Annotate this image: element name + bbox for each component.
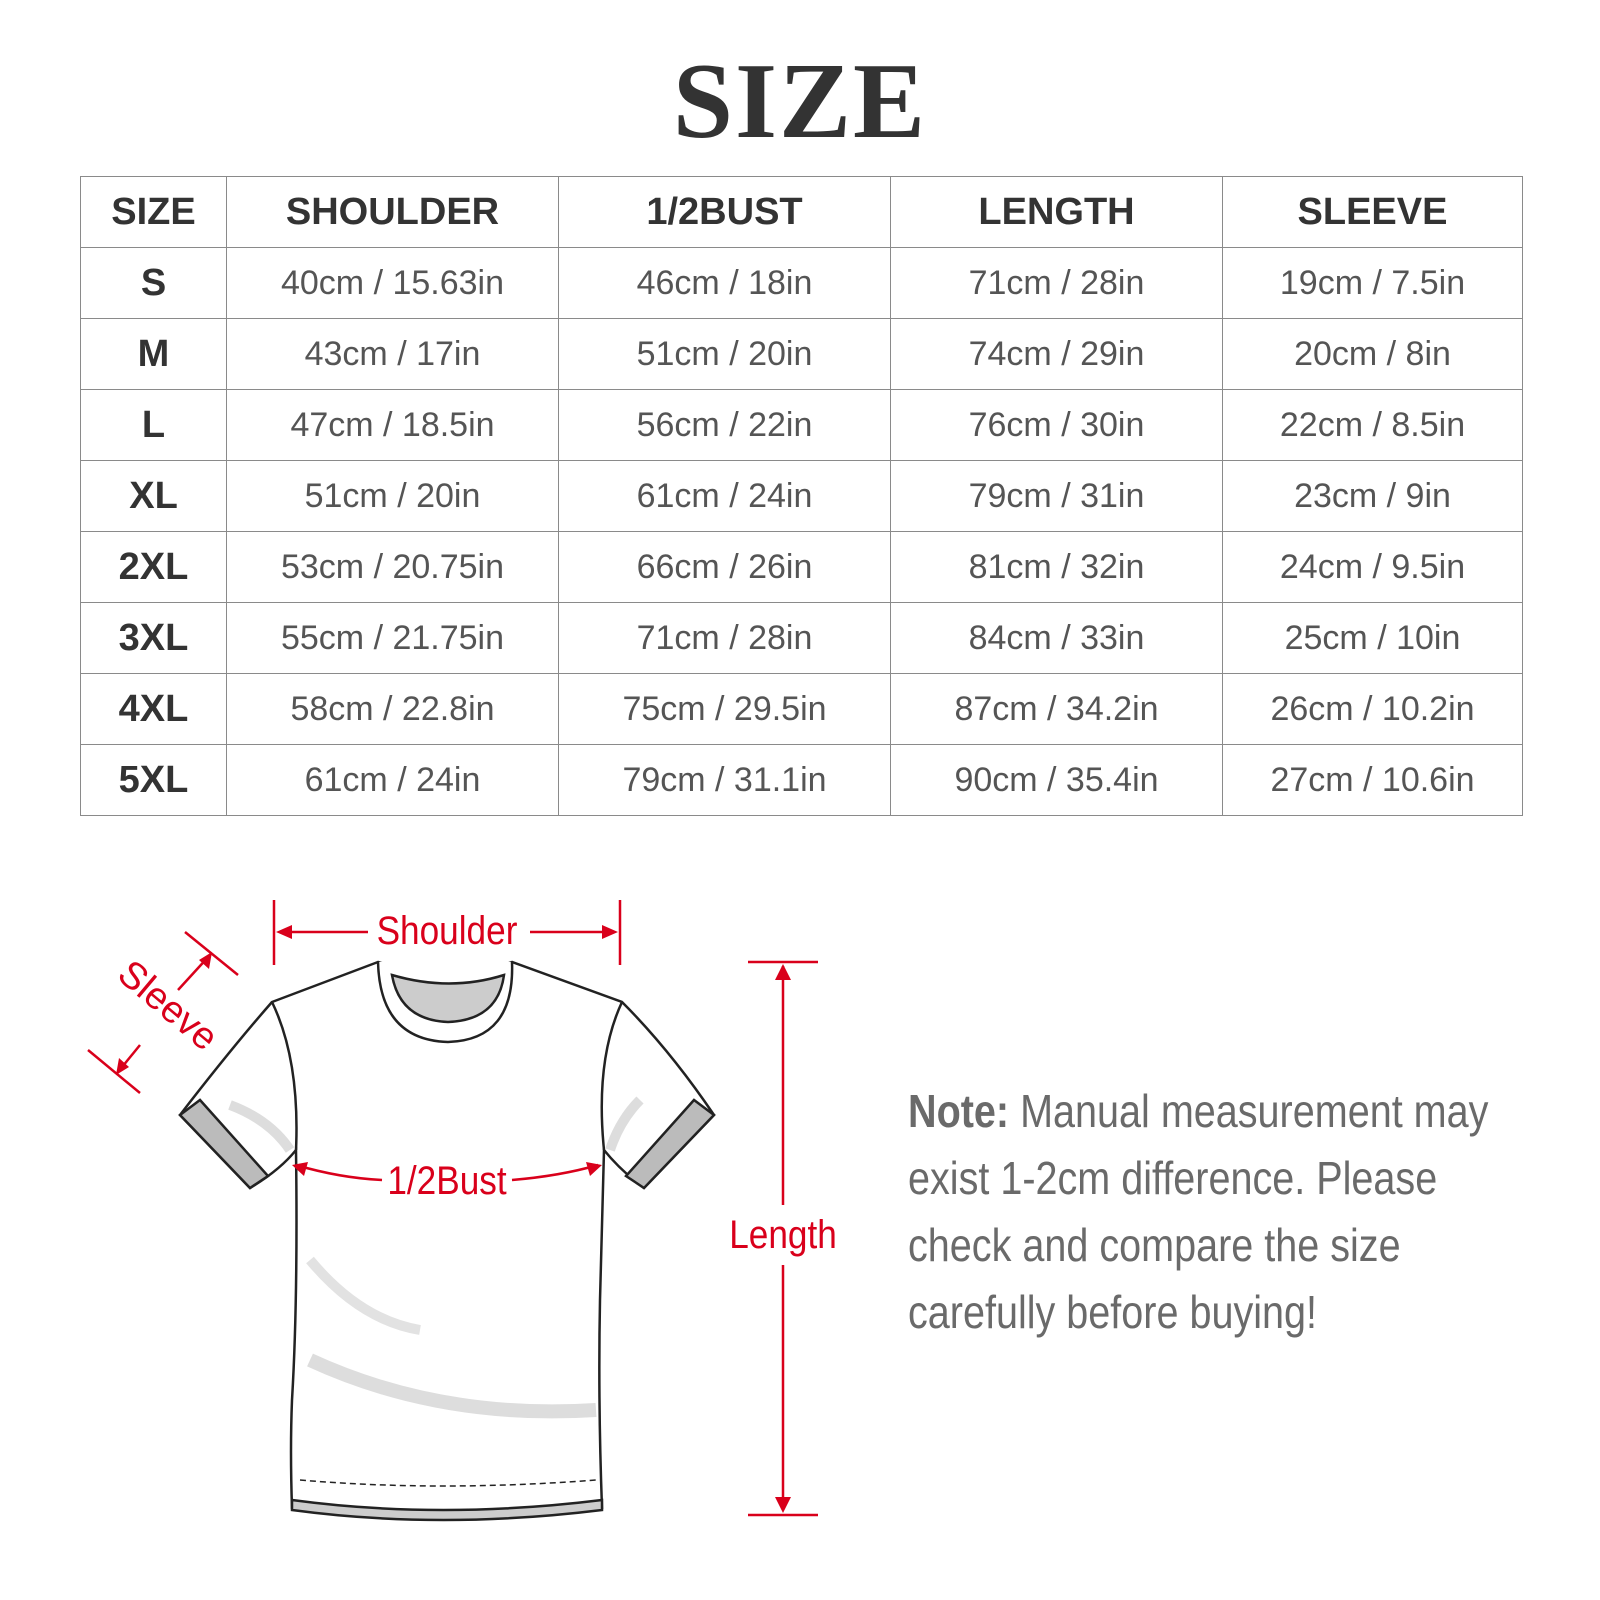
measurement-cell: 20cm / 8in xyxy=(1222,318,1523,390)
measurement-cell: 61cm / 24in xyxy=(226,744,559,816)
measurement-cell: 87cm / 34.2in xyxy=(890,673,1223,745)
bust-label: 1/2Bust xyxy=(387,1158,507,1203)
column-header: SIZE xyxy=(80,176,227,248)
measurement-cell: 56cm / 22in xyxy=(558,389,891,461)
measurement-cell: 27cm / 10.6in xyxy=(1222,744,1523,816)
measurement-cell: 40cm / 15.63in xyxy=(226,247,559,319)
measurement-cell: 25cm / 10in xyxy=(1222,602,1523,674)
size-table: SIZE SHOULDER 1/2BUST LENGTH SLEEVE S 40cm / … xyxy=(80,176,1523,816)
column-header: SHOULDER xyxy=(226,176,559,248)
tshirt-illustration xyxy=(178,960,716,1522)
measurement-cell: 71cm / 28in xyxy=(558,602,891,674)
measurement-cell: 22cm / 8.5in xyxy=(1222,389,1523,461)
column-header: LENGTH xyxy=(890,176,1223,248)
measurement-cell: 19cm / 7.5in xyxy=(1222,247,1523,319)
note-body: Manual measurement may exist 1-2cm diffe… xyxy=(908,1085,1489,1338)
measurement-cell: 46cm / 18in xyxy=(558,247,891,319)
column-header: 1/2BUST xyxy=(558,176,891,248)
measurement-cell: 79cm / 31.1in xyxy=(558,744,891,816)
measurement-cell: 84cm / 33in xyxy=(890,602,1223,674)
measurement-cell: 51cm / 20in xyxy=(226,460,559,532)
table-row: 3XL 55cm / 21.75in 71cm / 28in 84cm / 33in 2… xyxy=(80,602,1523,674)
size-cell: 4XL xyxy=(80,673,227,745)
column-header: SLEEVE xyxy=(1222,176,1523,248)
tshirt-diagram: Shoulder Sleeve 1/2Bust Length xyxy=(87,900,837,1522)
table-row: XL 51cm / 20in 61cm / 24in 79cm / 31in 23cm … xyxy=(80,460,1523,532)
measurement-cell: 43cm / 17in xyxy=(226,318,559,390)
measurement-cell: 76cm / 30in xyxy=(890,389,1223,461)
measurement-cell: 81cm / 32in xyxy=(890,531,1223,603)
length-label: Length xyxy=(729,1212,837,1257)
table-header-row: SIZE SHOULDER 1/2BUST LENGTH SLEEVE xyxy=(80,176,1523,248)
measurement-cell: 66cm / 26in xyxy=(558,531,891,603)
table-row: S 40cm / 15.63in 46cm / 18in 71cm / 28in 19c… xyxy=(80,247,1523,319)
table-row: 5XL 61cm / 24in 79cm / 31.1in 90cm / 35.4in… xyxy=(80,744,1523,816)
sleeve-label: Sleeve xyxy=(110,952,226,1059)
measurement-cell: 53cm / 20.75in xyxy=(226,531,559,603)
measurement-cell: 61cm / 24in xyxy=(558,460,891,532)
measurement-cell: 51cm / 20in xyxy=(558,318,891,390)
measurement-cell: 58cm / 22.8in xyxy=(226,673,559,745)
note-text: Note: Manual measurement may exist 1-2cm… xyxy=(908,1078,1527,1346)
table-row: 2XL 53cm / 20.75in 66cm / 26in 81cm / 32in 2… xyxy=(80,531,1523,603)
size-cell: S xyxy=(80,247,227,319)
note-label: Note: xyxy=(908,1085,1010,1137)
size-cell: 5XL xyxy=(80,744,227,816)
size-cell: M xyxy=(80,318,227,390)
table-row: 4XL 58cm / 22.8in 75cm / 29.5in 87cm / 34.2… xyxy=(80,673,1523,745)
measurement-cell: 26cm / 10.2in xyxy=(1222,673,1523,745)
measurement-cell: 90cm / 35.4in xyxy=(890,744,1223,816)
size-cell: 3XL xyxy=(80,602,227,674)
size-cell: L xyxy=(80,389,227,461)
measurement-markers xyxy=(87,900,818,1517)
table-row: L 47cm / 18.5in 56cm / 22in 76cm / 30in 22cm… xyxy=(80,389,1523,461)
measurement-cell: 47cm / 18.5in xyxy=(226,389,559,461)
table-row: M 43cm / 17in 51cm / 20in 74cm / 29in 20cm /… xyxy=(80,318,1523,390)
measurement-cell: 55cm / 21.75in xyxy=(226,602,559,674)
size-cell: XL xyxy=(80,460,227,532)
measurement-cell: 74cm / 29in xyxy=(890,318,1223,390)
measurement-cell: 79cm / 31in xyxy=(890,460,1223,532)
page-title: SIZE xyxy=(672,42,928,161)
measurement-cell: 75cm / 29.5in xyxy=(558,673,891,745)
measurement-cell: 23cm / 9in xyxy=(1222,460,1523,532)
shoulder-label: Shoulder xyxy=(377,908,518,953)
measurement-cell: 71cm / 28in xyxy=(890,247,1223,319)
measurement-cell: 24cm / 9.5in xyxy=(1222,531,1523,603)
size-cell: 2XL xyxy=(80,531,227,603)
